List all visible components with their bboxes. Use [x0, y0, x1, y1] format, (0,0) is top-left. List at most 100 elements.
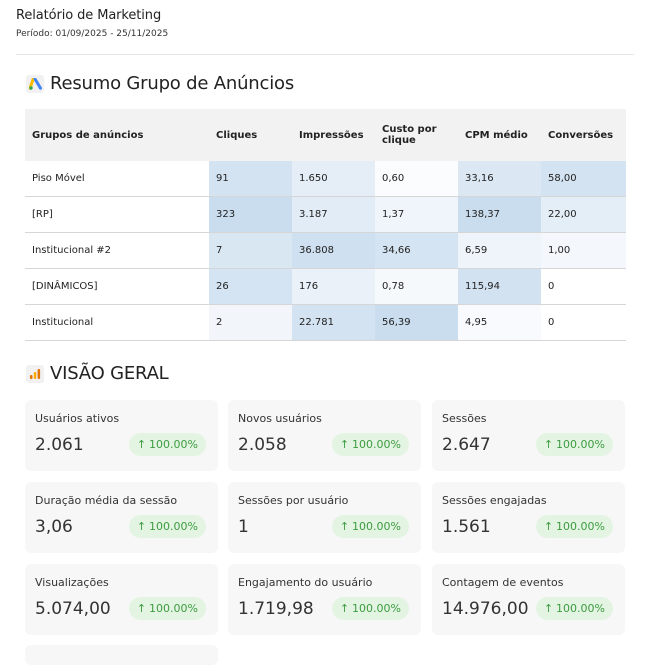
conversions-cell: 0: [541, 268, 626, 305]
report-title: Relatório de Marketing: [16, 8, 162, 23]
clicks-cell: 26: [209, 268, 292, 305]
metric-label: Sessões: [442, 412, 487, 425]
header-divider: [16, 54, 634, 55]
change-badge: ↑ 100.00%: [535, 515, 613, 538]
metric-card: Visualizações 5.074,00 ↑ 100.00%: [25, 564, 218, 635]
metric-card: Novos usuários 2.058 ↑ 100.00%: [228, 400, 421, 471]
change-value: 100.00%: [556, 520, 605, 533]
conversions-cell: 0: [541, 304, 626, 341]
metric-label: Sessões por usuário: [238, 494, 349, 507]
table-row: Institucional 2 22.781 56,39 4,95 0: [25, 304, 626, 341]
metric-label: Visualizações: [35, 576, 109, 589]
arrow-up-icon: ↑: [543, 438, 554, 451]
change-value: 100.00%: [556, 438, 605, 451]
report-period: Período: 01/09/2025 - 25/11/2025: [16, 29, 169, 39]
column-header[interactable]: Conversões: [541, 109, 626, 161]
change-value: 100.00%: [149, 438, 198, 451]
conversions-cell: 22,00: [541, 196, 626, 233]
change-badge: ↑ 100.00%: [128, 433, 206, 456]
change-badge: ↑ 100.00%: [535, 433, 613, 456]
column-header[interactable]: CPM médio: [458, 109, 541, 161]
metric-value: 5.074,00: [35, 599, 111, 619]
metric-label: Novos usuários: [238, 412, 322, 425]
metric-card: Usuários ativos 2.061 ↑ 100.00%: [25, 400, 218, 471]
change-value: 100.00%: [352, 602, 401, 615]
change-badge: ↑ 100.00%: [331, 433, 409, 456]
ad-group-name: [RP]: [25, 196, 209, 233]
table-row: Piso Móvel 91 1.650 0,60 33,16 58,00: [25, 161, 626, 197]
cpm-cell: 115,94: [458, 268, 541, 305]
cpc-cell: 34,66: [375, 232, 458, 269]
cpm-cell: 6,59: [458, 232, 541, 269]
column-header[interactable]: Grupos de anúncios: [25, 109, 209, 161]
table-header-row: Grupos de anúncios Cliques Impressões Cu…: [25, 109, 626, 161]
metric-value: 1.561: [442, 517, 491, 537]
metric-label: Engajamento do usuário: [238, 576, 373, 589]
cpc-cell: 56,39: [375, 304, 458, 341]
table-row: [RP] 323 3.187 1,37 138,37 22,00: [25, 196, 626, 233]
change-value: 100.00%: [556, 602, 605, 615]
ads-section-heading: Resumo Grupo de Anúncios: [26, 73, 294, 94]
metric-card: Duração média da sessão 3,06 ↑ 100.00%: [25, 482, 218, 553]
arrow-up-icon: ↑: [339, 602, 350, 615]
ad-group-name: Institucional #2: [25, 232, 209, 269]
impressions-cell: 176: [292, 268, 375, 305]
cpm-cell: 4,95: [458, 304, 541, 341]
ad-group-name: Institucional: [25, 304, 209, 341]
metric-value: 2.058: [238, 435, 287, 455]
metric-card: Sessões 2.647 ↑ 100.00%: [432, 400, 625, 471]
metric-value: 2.061: [35, 435, 84, 455]
metric-label: Sessões engajadas: [442, 494, 547, 507]
column-header[interactable]: Cliques: [209, 109, 292, 161]
arrow-up-icon: ↑: [136, 520, 147, 533]
change-badge: ↑ 100.00%: [128, 597, 206, 620]
cpm-cell: 138,37: [458, 196, 541, 233]
cpc-cell: 1,37: [375, 196, 458, 233]
clicks-cell: 2: [209, 304, 292, 341]
ad-group-name: Piso Móvel: [25, 161, 209, 197]
ads-section-title: Resumo Grupo de Anúncios: [50, 73, 294, 94]
ad-group-name: [DINÂMICOS]: [25, 268, 209, 305]
metric-value: 2.647: [442, 435, 491, 455]
metric-card: Sessões engajadas 1.561 ↑ 100.00%: [432, 482, 625, 553]
column-header[interactable]: Impressões: [292, 109, 375, 161]
clicks-cell: 91: [209, 161, 292, 197]
metric-value: 1: [238, 517, 249, 537]
change-value: 100.00%: [352, 438, 401, 451]
change-value: 100.00%: [149, 602, 198, 615]
arrow-up-icon: ↑: [339, 438, 350, 451]
metric-value: 3,06: [35, 517, 73, 537]
overview-section-title: VISÃO GERAL: [50, 363, 169, 384]
change-badge: ↑ 100.00%: [128, 515, 206, 538]
metric-card: Sessões por usuário 1 ↑ 100.00%: [228, 482, 421, 553]
arrow-up-icon: ↑: [543, 602, 554, 615]
arrow-up-icon: ↑: [136, 438, 147, 451]
change-badge: ↑ 100.00%: [331, 515, 409, 538]
cpc-cell: 0,60: [375, 161, 458, 197]
metric-label: Contagem de eventos: [442, 576, 564, 589]
report-header: Relatório de Marketing Período: 01/09/20…: [16, 8, 168, 39]
cpm-cell: 33,16: [458, 161, 541, 197]
column-header[interactable]: Custo por clique: [375, 109, 458, 161]
metric-label: Duração média da sessão: [35, 494, 178, 507]
metric-card-partial: [25, 645, 218, 665]
ad-groups-table: Grupos de anúncios Cliques Impressões Cu…: [25, 109, 626, 341]
change-value: 100.00%: [149, 520, 198, 533]
google-analytics-icon: [26, 364, 44, 383]
change-badge: ↑ 100.00%: [331, 597, 409, 620]
arrow-up-icon: ↑: [543, 520, 554, 533]
clicks-cell: 7: [209, 232, 292, 269]
impressions-cell: 36.808: [292, 232, 375, 269]
conversions-cell: 58,00: [541, 161, 626, 197]
impressions-cell: 3.187: [292, 196, 375, 233]
google-ads-icon: [26, 74, 44, 93]
cpc-cell: 0,78: [375, 268, 458, 305]
arrow-up-icon: ↑: [136, 602, 147, 615]
table-row: Institucional #2 7 36.808 34,66 6,59 1,0…: [25, 232, 626, 269]
metric-value: 14.976,00: [442, 599, 529, 619]
arrow-up-icon: ↑: [339, 520, 350, 533]
impressions-cell: 22.781: [292, 304, 375, 341]
metric-label: Usuários ativos: [35, 412, 120, 425]
metric-card: Contagem de eventos 14.976,00 ↑ 100.00%: [432, 564, 625, 635]
overview-section-heading: VISÃO GERAL: [26, 363, 169, 384]
